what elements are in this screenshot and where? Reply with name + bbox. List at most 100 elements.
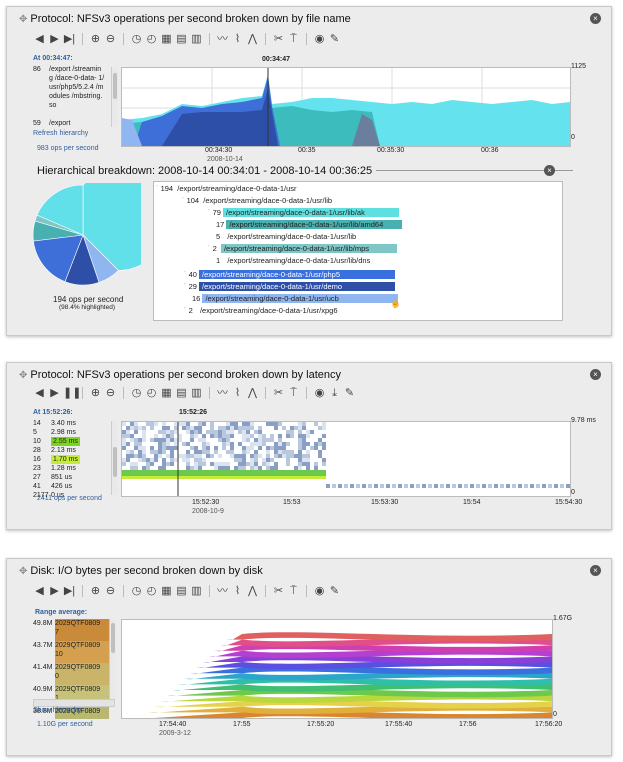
drag-handle-icon[interactable]: ✥ [19,370,28,381]
zoom-in-icon[interactable]: ⊕ [90,584,101,597]
list-item[interactable]: 86 /export /streaming /dace-0-data- 1/us… [33,66,105,109]
area-chart-icon[interactable]: ⋀ [247,584,258,597]
crop-icon[interactable]: ✂ [273,32,284,45]
skip-end-icon[interactable]: ▶| [63,32,76,45]
back-icon[interactable]: ◀ [35,32,44,45]
history-icon[interactable]: ◴ [146,32,157,45]
tree-row[interactable]: ˙ 104 /export/streaming/dace-0-data-1/us… [182,196,333,205]
expand-icon[interactable]: ˙ [156,184,161,193]
line-chart-icon[interactable]: 〰 [217,386,228,399]
edit-icon[interactable]: ✎ [329,32,340,45]
list-item[interactable]: 28 2.13 ms [33,447,76,454]
clock-icon[interactable]: ◷ [131,584,142,597]
tree-row[interactable]: ˙ 2 /export/streaming/dace-0-data-1/usr/… [184,306,338,315]
palette-icon[interactable]: ◉ [314,32,325,45]
tree-row[interactable]: ˙ 29 /export/streaming/dace-0-data-1/usr… [184,282,396,291]
list-item[interactable]: 59 /export [33,120,71,127]
tree-row[interactable]: 16 /export/streaming/dace-0-data-1/usr/u… [192,294,399,303]
show-hierarchy-link[interactable]: Show hierarchy [33,707,82,714]
table-icon[interactable]: ▦ [161,32,172,45]
back-icon[interactable]: ◀ [35,386,44,399]
tree-row[interactable]: 5 /export/streaming/dace-0-data-1/usr/li… [216,232,357,241]
area-chart-icon[interactable]: ⋀ [247,32,258,45]
table-icon[interactable]: ▦ [161,584,172,597]
crop-icon[interactable]: ✂ [273,584,284,597]
heatmap-cell [242,438,246,442]
forward-icon[interactable]: ▶ [50,386,59,399]
heatmap-cell [270,466,274,470]
pause-icon[interactable]: ❚❚ [63,386,82,399]
crop-icon[interactable]: ✂ [273,386,284,399]
save-icon[interactable]: ⤓ [332,386,337,399]
edit-icon[interactable]: ✎ [344,386,355,399]
list-item[interactable]: 5 2.98 ms [33,429,76,436]
list-item[interactable]: 27 851 us [33,474,73,481]
tree-row[interactable]: ˙ 2 /export/streaming/dace-0-data-1/usr/… [208,244,397,253]
palette-icon[interactable]: ◉ [314,584,325,597]
edit-icon[interactable]: ✎ [329,584,340,597]
close-icon[interactable]: × [590,13,601,24]
tree-row[interactable]: 1 /export/streaming/dace-0-data-1/usr/li… [216,256,371,265]
list-item[interactable]: 10 2.55 ms [33,437,80,446]
palette-icon[interactable]: ◉ [314,386,325,399]
columns-icon[interactable]: ▥ [191,584,202,597]
line-chart-icon[interactable]: 〰 [217,584,228,597]
list-item[interactable]: 2177 0 us [33,492,65,499]
tree-row[interactable]: ˙ 40 /export/streaming/dace-0-data-1/usr… [184,270,396,279]
list-item[interactable]: 23 1.28 ms [33,465,76,472]
list-item[interactable]: 41.4M 2029QTF0809 0 [33,663,109,685]
list-item[interactable]: 14 3.40 ms [33,420,76,427]
tree-row[interactable]: 17 /export/streaming/dace-0-data-1/usr/l… [216,220,403,229]
table-icon[interactable]: ▦ [161,386,172,399]
disk-area-chart[interactable] [121,619,553,719]
list-item[interactable]: 38.8M 2029QTF0809 [33,707,109,719]
close-icon[interactable]: × [590,369,601,380]
tree-row[interactable]: ˙ 79 /export/streaming/dace-0-data-1/usr… [208,208,400,217]
columns-icon[interactable]: ▥ [191,386,202,399]
zoom-out-icon[interactable]: ⊖ [105,32,116,45]
skip-end-icon[interactable]: ▶| [63,584,76,597]
list-item[interactable]: 16 1.70 ms [33,455,80,464]
forward-icon[interactable]: ▶ [50,584,59,597]
forward-icon[interactable]: ▶ [50,32,59,45]
grid-icon[interactable]: ▤ [176,386,187,399]
zoom-in-icon[interactable]: ⊕ [90,386,101,399]
clock-icon[interactable]: ◷ [131,32,142,45]
list-item[interactable]: 41 426 us [33,483,73,490]
trend-icon[interactable]: ⌇ [234,32,241,45]
list-scrollbar[interactable] [111,67,118,127]
close-icon[interactable]: × [590,565,601,576]
list-scrollbar[interactable] [111,421,118,495]
close-hierarchy-icon[interactable]: × [544,165,555,176]
clock-icon[interactable]: ◷ [131,386,142,399]
line-chart-icon[interactable]: 〰 [217,32,228,45]
refresh-hierarchy-link[interactable]: Refresh hierarchy [33,130,89,137]
list-item[interactable]: 49.8M 2029QTF0809 7 [33,619,109,641]
pin-icon[interactable]: ⍑ [290,32,297,45]
heatmap-cell [134,442,138,446]
grid-icon[interactable]: ▤ [176,584,187,597]
pin-icon[interactable]: ⍑ [290,584,297,597]
latency-heatmap[interactable] [121,421,571,497]
trend-icon[interactable]: ⌇ [234,386,241,399]
zoom-out-icon[interactable]: ⊖ [105,584,116,597]
list-scrollbar[interactable] [109,619,116,699]
history-icon[interactable]: ◴ [146,584,157,597]
history-icon[interactable]: ◴ [146,386,157,399]
list-item[interactable]: 43.7M 2029QTF0809 10 [33,641,109,663]
back-icon[interactable]: ◀ [35,584,44,597]
horizontal-scrollbar[interactable] [33,699,115,707]
area-chart-icon[interactable]: ⋀ [247,386,258,399]
grid-icon[interactable]: ▤ [176,32,187,45]
expand-icon[interactable]: ˙ [182,196,187,205]
ops-chart[interactable] [121,67,571,147]
drag-handle-icon[interactable]: ✥ [19,14,28,25]
trend-icon[interactable]: ⌇ [234,584,241,597]
tree-row[interactable]: ˙ 194 /export/streaming/dace-0-data-1/us… [156,184,297,193]
columns-icon[interactable]: ▥ [191,32,202,45]
pin-icon[interactable]: ⍑ [290,386,297,399]
zoom-in-icon[interactable]: ⊕ [90,32,101,45]
drag-handle-icon[interactable]: ✥ [19,566,28,577]
zoom-out-icon[interactable]: ⊖ [105,386,116,399]
pie-chart[interactable] [31,183,141,293]
